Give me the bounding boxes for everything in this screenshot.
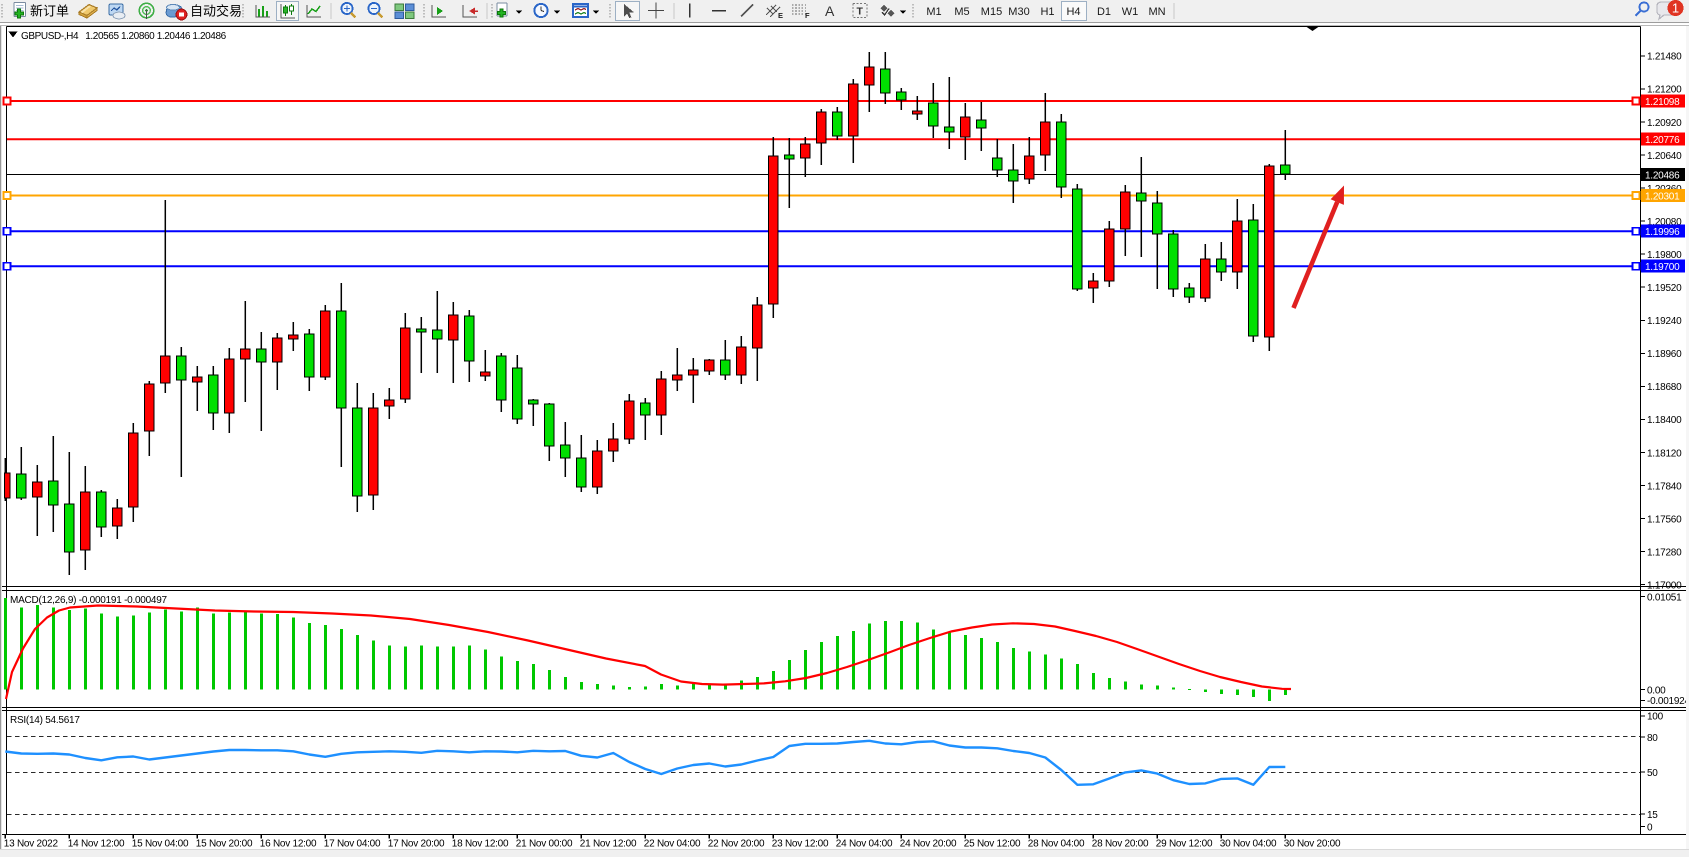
svg-text:1.20920: 1.20920 [1647, 118, 1682, 129]
svg-text:80: 80 [1647, 733, 1658, 744]
svg-text:0.01051: 0.01051 [1647, 592, 1682, 603]
svg-text:MN: MN [1148, 6, 1165, 18]
svg-text:W1: W1 [1122, 6, 1139, 18]
svg-text:1.17560: 1.17560 [1647, 514, 1682, 525]
svg-text:1.18120: 1.18120 [1647, 448, 1682, 459]
svg-text:1.18400: 1.18400 [1647, 415, 1682, 426]
svg-text:13 Nov 2022: 13 Nov 2022 [4, 839, 59, 850]
svg-text:1.20301: 1.20301 [1645, 191, 1680, 202]
svg-text:H4: H4 [1066, 6, 1080, 18]
svg-text:M15: M15 [981, 6, 1002, 18]
svg-text:1.20080: 1.20080 [1647, 217, 1682, 228]
svg-text:15: 15 [1647, 810, 1658, 821]
svg-text:18 Nov 12:00: 18 Nov 12:00 [452, 839, 509, 850]
svg-text:22 Nov 04:00: 22 Nov 04:00 [644, 839, 701, 850]
svg-text:16 Nov 12:00: 16 Nov 12:00 [260, 839, 317, 850]
svg-text:1.19240: 1.19240 [1647, 316, 1682, 327]
svg-text:M1: M1 [926, 6, 941, 18]
svg-text:1.19996: 1.19996 [1645, 227, 1680, 238]
svg-text:28 Nov 04:00: 28 Nov 04:00 [1028, 839, 1085, 850]
svg-text:1.19700: 1.19700 [1645, 262, 1680, 273]
svg-text:GBPUSD-,H4 1.20565 1.20860 1: GBPUSD-,H4 1.20565 1.20860 1.20446 1.204… [21, 31, 227, 42]
svg-text:H1: H1 [1040, 6, 1054, 18]
svg-text:23 Nov 12:00: 23 Nov 12:00 [772, 839, 829, 850]
svg-text:17 Nov 20:00: 17 Nov 20:00 [388, 839, 445, 850]
svg-text:21 Nov 00:00: 21 Nov 00:00 [516, 839, 573, 850]
svg-text:1.18680: 1.18680 [1647, 382, 1682, 393]
svg-text:D1: D1 [1097, 6, 1111, 18]
svg-text:E: E [778, 11, 783, 20]
svg-text:M5: M5 [954, 6, 969, 18]
svg-text:1.21480: 1.21480 [1647, 52, 1682, 63]
svg-text:15 Nov 04:00: 15 Nov 04:00 [132, 839, 189, 850]
svg-text:1.20776: 1.20776 [1645, 135, 1680, 146]
svg-text:1.17280: 1.17280 [1647, 547, 1682, 558]
svg-text:1.17840: 1.17840 [1647, 481, 1682, 492]
svg-text:28 Nov 20:00: 28 Nov 20:00 [1092, 839, 1149, 850]
svg-text:30 Nov 20:00: 30 Nov 20:00 [1284, 839, 1341, 850]
svg-text:0: 0 [1647, 822, 1653, 833]
svg-text:T: T [857, 6, 864, 18]
svg-text:自动交易: 自动交易 [190, 4, 242, 19]
svg-text:A: A [825, 3, 835, 19]
svg-text:新订单: 新订单 [30, 4, 69, 19]
svg-text:0.00: 0.00 [1647, 685, 1666, 696]
svg-text:1.18960: 1.18960 [1647, 349, 1682, 360]
svg-text:1.21098: 1.21098 [1645, 97, 1680, 108]
svg-text:30 Nov 04:00: 30 Nov 04:00 [1220, 839, 1277, 850]
svg-text:22 Nov 20:00: 22 Nov 20:00 [708, 839, 765, 850]
svg-text:14 Nov 12:00: 14 Nov 12:00 [68, 839, 125, 850]
svg-text:1.21200: 1.21200 [1647, 85, 1682, 96]
svg-text:21 Nov 12:00: 21 Nov 12:00 [580, 839, 637, 850]
svg-text:MACD(12,26,9) -0.000191 -0.000: MACD(12,26,9) -0.000191 -0.000497 [10, 595, 168, 606]
svg-text:M30: M30 [1008, 6, 1029, 18]
svg-text:1.19800: 1.19800 [1647, 250, 1682, 261]
svg-text:24 Nov 04:00: 24 Nov 04:00 [836, 839, 893, 850]
svg-text:F: F [805, 11, 810, 20]
svg-text:-0.001924: -0.001924 [1647, 696, 1689, 707]
svg-text:1.20640: 1.20640 [1647, 151, 1682, 162]
svg-text:29 Nov 12:00: 29 Nov 12:00 [1156, 839, 1213, 850]
svg-text:100: 100 [1647, 712, 1664, 723]
svg-text:1: 1 [1672, 1, 1679, 16]
svg-text:1.20486: 1.20486 [1645, 170, 1680, 181]
svg-text:17 Nov 04:00: 17 Nov 04:00 [324, 839, 381, 850]
svg-text:1.19520: 1.19520 [1647, 283, 1682, 294]
svg-text:24 Nov 20:00: 24 Nov 20:00 [900, 839, 957, 850]
svg-text:1.17000: 1.17000 [1647, 581, 1682, 592]
svg-text:15 Nov 20:00: 15 Nov 20:00 [196, 839, 253, 850]
svg-text:25 Nov 12:00: 25 Nov 12:00 [964, 839, 1021, 850]
svg-text:RSI(14) 54.5617: RSI(14) 54.5617 [10, 715, 80, 726]
svg-text:50: 50 [1647, 768, 1658, 779]
